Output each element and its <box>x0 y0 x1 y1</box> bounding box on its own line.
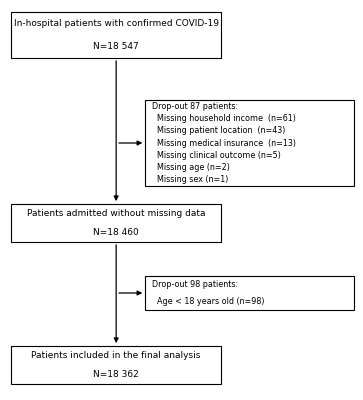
Text: Missing sex (n=1): Missing sex (n=1) <box>152 175 228 184</box>
Text: Drop-out 87 patients:: Drop-out 87 patients: <box>152 102 238 111</box>
FancyBboxPatch shape <box>11 12 221 58</box>
Text: N=18 362: N=18 362 <box>93 370 139 379</box>
Text: Missing medical insurance  (n=13): Missing medical insurance (n=13) <box>152 138 296 148</box>
Text: Missing age (n=2): Missing age (n=2) <box>152 163 230 172</box>
Text: Missing clinical outcome (n=5): Missing clinical outcome (n=5) <box>152 151 281 160</box>
Text: Missing household income  (n=61): Missing household income (n=61) <box>152 114 295 123</box>
Text: Age < 18 years old (n=98): Age < 18 years old (n=98) <box>152 297 264 306</box>
Text: Drop-out 98 patients:: Drop-out 98 patients: <box>152 280 238 289</box>
FancyBboxPatch shape <box>11 204 221 242</box>
Text: Patients included in the final analysis: Patients included in the final analysis <box>32 351 201 360</box>
Text: N=18 460: N=18 460 <box>93 228 139 237</box>
Text: Missing patient location  (n=43): Missing patient location (n=43) <box>152 126 285 135</box>
Text: Patients admitted without missing data: Patients admitted without missing data <box>27 209 205 218</box>
FancyBboxPatch shape <box>145 276 354 310</box>
FancyBboxPatch shape <box>145 100 354 186</box>
Text: N=18 547: N=18 547 <box>93 42 139 51</box>
Text: In-hospital patients with confirmed COVID-19: In-hospital patients with confirmed COVI… <box>14 19 219 28</box>
FancyBboxPatch shape <box>11 346 221 384</box>
